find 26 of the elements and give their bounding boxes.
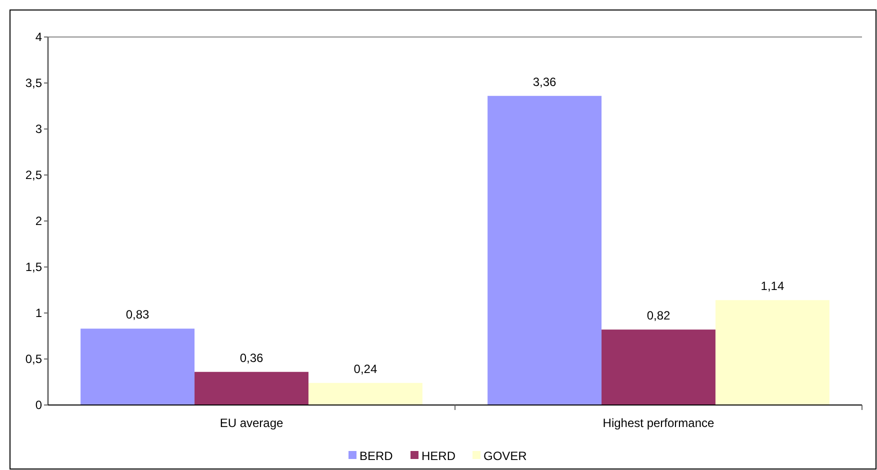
data-label: 0,24 bbox=[354, 362, 378, 376]
legend-label: GOVER bbox=[484, 449, 528, 463]
legend-label: BERD bbox=[360, 449, 394, 463]
data-label: 0,36 bbox=[240, 350, 264, 365]
legend-label: HERD bbox=[422, 449, 456, 463]
bar bbox=[602, 330, 716, 405]
y-tick-label: 0,5 bbox=[25, 352, 42, 366]
bar bbox=[80, 328, 195, 405]
bar bbox=[488, 96, 602, 405]
data-label: 3,36 bbox=[532, 74, 557, 89]
bar bbox=[715, 300, 830, 405]
bar bbox=[308, 382, 422, 405]
y-tick-label: 1 bbox=[35, 306, 42, 320]
x-tick-label: EU average bbox=[220, 416, 284, 430]
data-label: 1,14 bbox=[760, 279, 784, 294]
x-tick-label: Highest performance bbox=[602, 416, 715, 430]
y-tick-label: 1,5 bbox=[25, 260, 42, 274]
y-tick-label: 2,5 bbox=[25, 168, 42, 182]
bar bbox=[194, 372, 308, 405]
y-tick-label: 3,5 bbox=[25, 76, 42, 90]
y-tick-label: 0 bbox=[35, 398, 42, 412]
data-label: 0,82 bbox=[646, 308, 670, 323]
y-tick-label: 3 bbox=[35, 122, 42, 136]
y-tick-label: 2 bbox=[35, 214, 42, 228]
data-label: 0,83 bbox=[126, 308, 150, 322]
y-tick-label: 4 bbox=[35, 30, 42, 44]
